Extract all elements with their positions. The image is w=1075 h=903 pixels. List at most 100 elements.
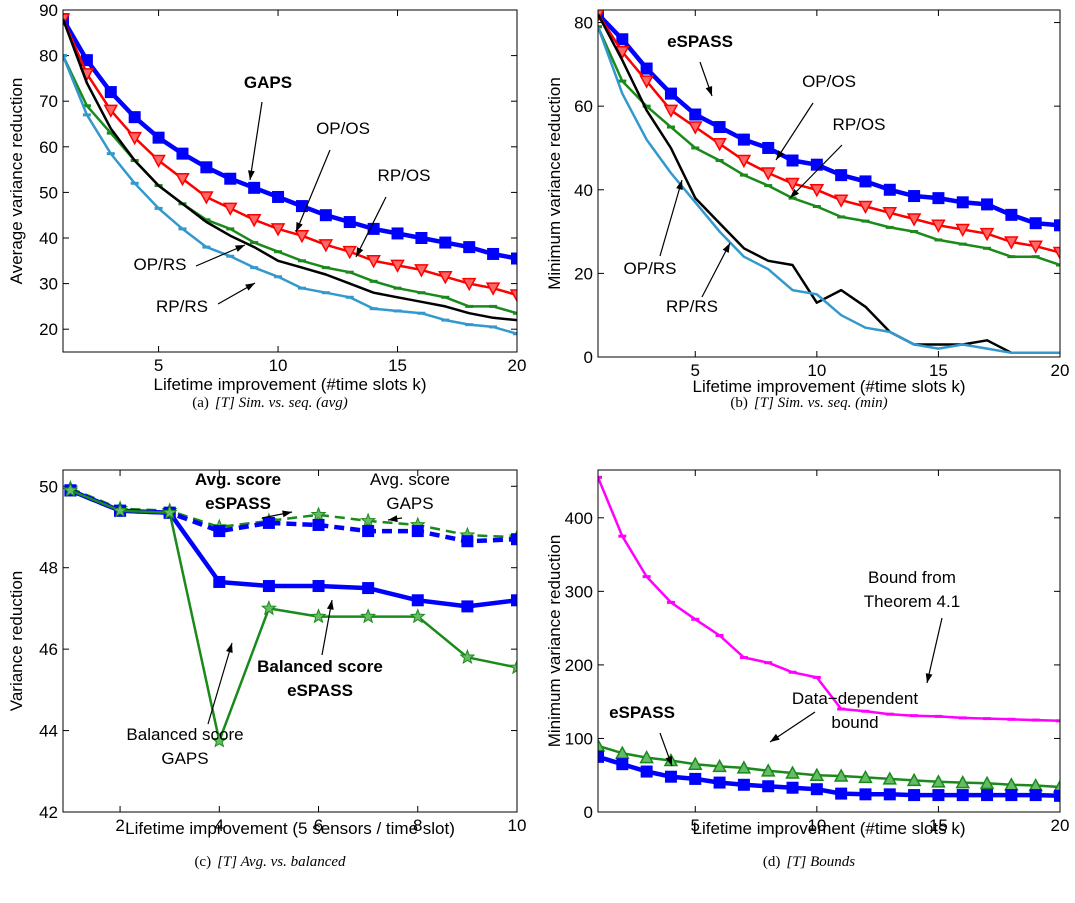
marker bbox=[786, 154, 799, 167]
marker bbox=[785, 765, 800, 779]
marker bbox=[859, 175, 872, 188]
marker bbox=[461, 277, 477, 292]
marker bbox=[687, 121, 703, 135]
annotation: GAPS bbox=[244, 73, 292, 92]
panel: 20 30 40 50 60 70 80 90 5 10 15 20 GAPS OP/OS RP/OS OP/… bbox=[7, 1, 526, 411]
series-line bbox=[598, 476, 1060, 723]
marker bbox=[246, 214, 262, 228]
y-tick-label: 50 bbox=[39, 183, 58, 202]
caption-text: [T] Sim. vs. seq. (avg) bbox=[215, 395, 348, 411]
y-tick-label: 60 bbox=[39, 138, 58, 157]
marker bbox=[176, 147, 189, 160]
marker bbox=[1029, 789, 1042, 802]
arrow-head bbox=[388, 515, 398, 523]
y-tick-label: 46 bbox=[39, 640, 58, 659]
arrow bbox=[789, 144, 843, 199]
marker bbox=[689, 108, 702, 121]
plot-frame bbox=[62, 469, 518, 813]
x-tick-label: 10 bbox=[807, 361, 826, 380]
marker bbox=[248, 181, 261, 194]
marker bbox=[411, 525, 424, 538]
plot-area bbox=[598, 475, 1060, 802]
annotation: Avg. score bbox=[195, 470, 281, 489]
marker bbox=[639, 75, 654, 89]
marker bbox=[858, 769, 873, 784]
x-axis-label: Lifetime improvement (#time slots k) bbox=[692, 819, 965, 838]
marker bbox=[367, 222, 380, 235]
plot-area bbox=[63, 13, 517, 336]
series-line bbox=[598, 13, 1060, 355]
marker bbox=[760, 763, 776, 777]
y-tick-label: 30 bbox=[39, 275, 58, 294]
y-tick-label: 40 bbox=[574, 181, 593, 200]
annotation: OP/OS bbox=[802, 72, 856, 91]
arrow-head bbox=[296, 222, 303, 232]
arrow bbox=[355, 196, 387, 258]
marker bbox=[104, 86, 117, 99]
marker bbox=[736, 760, 752, 774]
marker bbox=[414, 264, 429, 278]
marker bbox=[103, 104, 119, 118]
arrow-head bbox=[676, 180, 683, 190]
caption: (c) [T] Avg. vs. balanced bbox=[194, 854, 346, 870]
marker bbox=[272, 190, 285, 203]
plot-area bbox=[598, 10, 1060, 355]
caption-label: (b) bbox=[730, 395, 748, 411]
marker bbox=[342, 245, 358, 260]
x-tick-label: 5 bbox=[691, 361, 700, 380]
marker bbox=[222, 202, 238, 216]
marker bbox=[511, 252, 517, 265]
arrow-head bbox=[665, 756, 673, 766]
marker bbox=[979, 775, 995, 790]
marker bbox=[175, 172, 190, 187]
series-line bbox=[63, 17, 517, 261]
marker bbox=[931, 219, 946, 233]
arrow-head bbox=[705, 86, 713, 96]
x-tick-label: 15 bbox=[929, 361, 948, 380]
marker bbox=[640, 765, 653, 778]
marker bbox=[260, 600, 277, 616]
marker bbox=[1005, 208, 1018, 221]
annotation: GAPS bbox=[161, 749, 208, 768]
arrow bbox=[775, 102, 814, 161]
y-tick-label: 48 bbox=[39, 559, 58, 578]
marker bbox=[810, 158, 823, 171]
marker bbox=[981, 198, 994, 211]
marker bbox=[664, 770, 677, 783]
arrow-head bbox=[248, 170, 255, 180]
y-tick-label: 70 bbox=[39, 92, 58, 111]
x-tick-label: 10 bbox=[807, 816, 826, 835]
marker bbox=[687, 756, 703, 770]
marker bbox=[463, 241, 476, 254]
arrow bbox=[295, 149, 331, 233]
marker bbox=[128, 111, 141, 124]
marker bbox=[979, 227, 995, 242]
marker bbox=[461, 535, 474, 548]
annotation: eSPASS bbox=[205, 494, 271, 513]
marker bbox=[319, 209, 332, 222]
marker bbox=[294, 229, 310, 244]
marker bbox=[835, 169, 848, 182]
marker bbox=[459, 648, 476, 665]
marker bbox=[615, 745, 630, 759]
marker bbox=[737, 778, 750, 791]
annotation: RP/OS bbox=[378, 166, 431, 185]
marker bbox=[63, 482, 79, 498]
caption-text: [T] Sim. vs. seq. (min) bbox=[754, 395, 888, 411]
marker bbox=[663, 104, 679, 118]
marker bbox=[833, 194, 849, 208]
marker bbox=[151, 154, 166, 169]
marker bbox=[955, 223, 971, 238]
marker bbox=[762, 141, 775, 154]
marker bbox=[1004, 236, 1019, 250]
marker bbox=[786, 781, 799, 794]
annotation: OP/RS bbox=[624, 259, 677, 278]
marker bbox=[224, 172, 237, 185]
annotation: bound bbox=[831, 713, 878, 732]
series-line bbox=[69, 487, 517, 539]
marker bbox=[883, 183, 896, 196]
marker bbox=[366, 255, 381, 269]
caption-label: (a) bbox=[192, 395, 209, 411]
